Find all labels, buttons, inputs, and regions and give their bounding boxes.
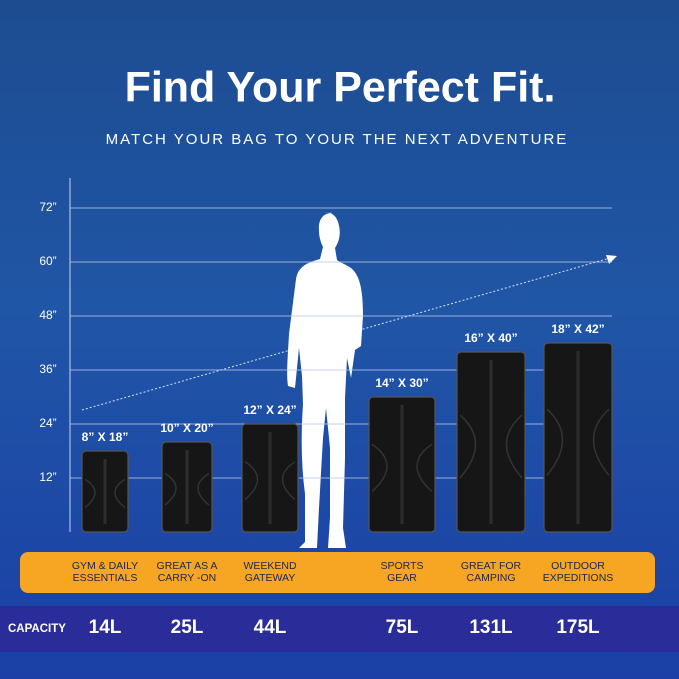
capacity-label: CAPACITY bbox=[8, 623, 66, 635]
y-tick-label: 72” bbox=[39, 200, 56, 214]
y-tick-label: 24” bbox=[39, 416, 56, 430]
category-label: GYM & DAILY ESSENTIALS bbox=[71, 560, 139, 584]
bag-pattern bbox=[244, 461, 296, 501]
bag-pattern bbox=[459, 414, 523, 479]
y-tick-label: 12” bbox=[39, 470, 56, 484]
capacity-value: 14L bbox=[88, 617, 122, 638]
bag-pattern bbox=[546, 408, 610, 476]
capacity-value: 131L bbox=[469, 617, 513, 638]
category-label: SPORTS GEAR bbox=[380, 560, 424, 584]
y-tick-label: 36” bbox=[39, 362, 56, 376]
chart-subtitle: MATCH YOUR BAG TO YOUR THE NEXT ADVENTUR… bbox=[106, 131, 569, 148]
y-tick-label: 48” bbox=[39, 308, 56, 322]
chart-title: Find Your Perfect Fit. bbox=[125, 63, 556, 111]
category-label: GREAT AS A CARRY -ON bbox=[156, 560, 218, 584]
capacity-value: 75L bbox=[385, 617, 419, 638]
capacity-value: 175L bbox=[556, 617, 600, 638]
category-label: GREAT FOR CAMPING bbox=[460, 560, 522, 584]
person-silhouette bbox=[287, 212, 363, 548]
trend-arrow bbox=[606, 255, 617, 264]
bag-size-label: 18” X 42” bbox=[551, 322, 604, 336]
y-tick-label: 60” bbox=[39, 254, 56, 268]
use-band bbox=[20, 552, 655, 593]
bag-size-label: 10” X 20” bbox=[160, 421, 213, 435]
bag-pattern bbox=[371, 443, 433, 493]
category-label: WEEKEND GATEWAY bbox=[243, 560, 297, 584]
bag-size-label: 8” X 18” bbox=[82, 430, 129, 444]
bag-size-label: 14” X 30” bbox=[375, 376, 428, 390]
capacity-value: 25L bbox=[170, 617, 204, 638]
capacity-value: 44L bbox=[253, 617, 287, 638]
bag-pattern bbox=[84, 478, 126, 509]
trend-line bbox=[81, 257, 611, 411]
capacity-band bbox=[0, 606, 679, 652]
bag-size-label: 16” X 40” bbox=[464, 331, 517, 345]
bag-size-label: 12” X 24” bbox=[243, 403, 296, 417]
bag-pattern bbox=[164, 472, 210, 506]
category-label: OUTDOOR EXPEDITIONS bbox=[542, 560, 614, 584]
